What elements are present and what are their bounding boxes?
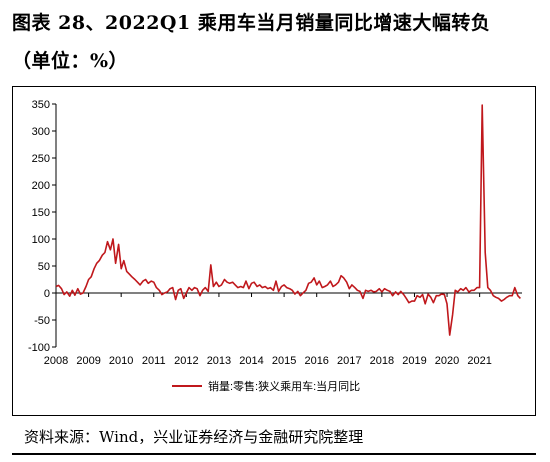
x-tick-label: 2016 <box>304 355 328 367</box>
series-layer <box>55 104 521 336</box>
x-tick-label: 2020 <box>435 355 459 367</box>
chart-unit: （单位：%） <box>12 50 129 72</box>
y-tick-label: 200 <box>32 180 50 192</box>
legend: 销量:零售:狭义乘用车:当月同比 <box>172 379 360 393</box>
y-tick-label: 50 <box>38 261 50 273</box>
y-tick-label: 150 <box>32 207 50 219</box>
x-tick-label: 2009 <box>76 355 100 367</box>
x-tick-label: 2010 <box>109 355 133 367</box>
bottom-rule <box>12 453 536 455</box>
legend-label: 销量:零售:狭义乘用车:当月同比 <box>208 379 360 393</box>
x-tick-label: 2017 <box>337 355 361 367</box>
y-tick-label: 0 <box>44 288 50 300</box>
x-tick-label: 2019 <box>402 355 426 367</box>
x-axis: 2008 2009 2010 2011 2012 2013 2014 2015 2016 2017… <box>44 292 522 367</box>
y-tick-label: 300 <box>32 126 50 138</box>
y-tick-label: 250 <box>32 153 50 165</box>
y-tick-label: 350 <box>32 99 50 111</box>
source-note: 资料来源：Wind，兴业证券经济与金融研究院整理 <box>24 428 364 446</box>
series-line <box>55 104 521 336</box>
chart-title: 图表 28、2022Q1 乘用车当月销量同比增速大幅转负 <box>12 12 491 34</box>
x-tick-label: 2012 <box>174 355 198 367</box>
x-tick-label: 2021 <box>467 355 491 367</box>
line-chart: -100 -50 0 50 100 150 200 250 300 350 2008 2009 201… <box>28 99 522 393</box>
x-tick-label: 2018 <box>370 355 394 367</box>
y-tick-label: 100 <box>32 234 50 246</box>
x-tick-label: 2015 <box>272 355 296 367</box>
x-tick-label: 2014 <box>239 355 263 367</box>
x-tick-label: 2011 <box>142 355 166 367</box>
x-tick-label: 2013 <box>207 355 231 367</box>
chart-frame <box>12 86 536 416</box>
y-tick-label: -50 <box>34 315 50 327</box>
y-axis: -100 -50 0 50 100 150 200 250 300 350 <box>28 99 57 354</box>
y-tick-label: -100 <box>28 342 50 354</box>
x-tick-label: 2008 <box>44 355 68 367</box>
